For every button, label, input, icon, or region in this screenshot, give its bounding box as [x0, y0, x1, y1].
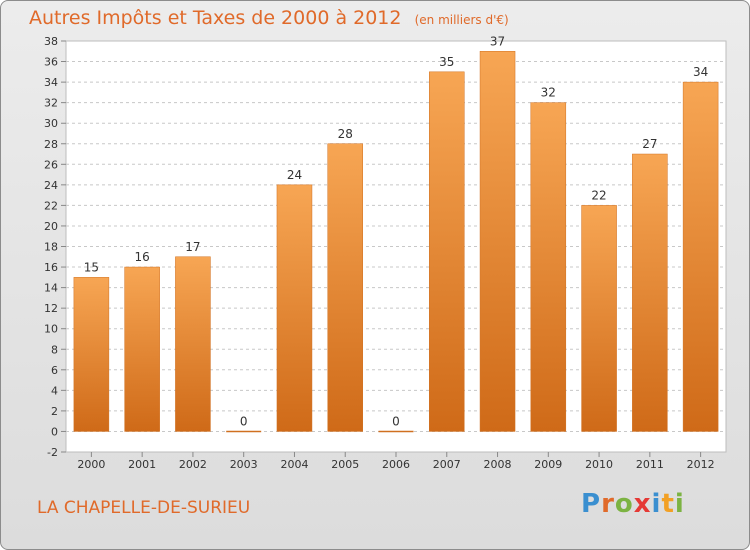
data-label: 35	[439, 55, 454, 69]
bar	[175, 256, 211, 432]
x-tick-label: 2003	[230, 458, 258, 471]
y-tick-label: 30	[44, 117, 58, 130]
y-tick-label: 28	[44, 138, 58, 151]
bars: 15 16 17 0 24 28 0 35 37 32 22 27 34	[73, 34, 719, 433]
y-tick-label: 18	[44, 241, 58, 254]
y-tick-label: 34	[44, 76, 58, 89]
x-tick-label: 2004	[280, 458, 308, 471]
brand-letter: o	[614, 489, 634, 519]
brand-letter: t	[661, 489, 675, 519]
brand-letter: P	[581, 489, 602, 519]
bar	[327, 143, 363, 432]
brand-letter: i	[674, 489, 685, 519]
x-tick-label: 2011	[636, 458, 664, 471]
data-label: 34	[693, 65, 708, 79]
commune-name: LA CHAPELLE-DE-SURIEU	[37, 498, 251, 518]
y-tick-label: 10	[44, 323, 58, 336]
bar	[632, 153, 668, 432]
y-tick-label: 38	[44, 35, 58, 48]
y-tick-label: 36	[44, 56, 58, 69]
brand-logo: Proxiti	[581, 489, 685, 519]
y-tick-label: 12	[44, 302, 58, 315]
data-label: 17	[185, 240, 200, 254]
y-tick-label: 26	[44, 158, 58, 171]
data-label: 15	[84, 260, 99, 274]
data-label: 24	[287, 168, 302, 182]
bar	[276, 184, 313, 432]
y-tick-label: 20	[44, 220, 58, 233]
y-tick-label: 0	[51, 425, 58, 438]
y-tick-label: 4	[51, 384, 58, 397]
data-label: 16	[135, 250, 150, 264]
data-label: 0	[240, 414, 248, 428]
bar	[479, 51, 516, 432]
bar	[124, 266, 160, 432]
x-tick-label: 2000	[77, 458, 105, 471]
data-label: 37	[490, 34, 505, 48]
bar	[682, 81, 719, 432]
x-tick-label: 2001	[128, 458, 156, 471]
data-label: 32	[541, 86, 556, 100]
x-tick-label: 2006	[382, 458, 410, 471]
chart-unit: (en milliers d'€)	[414, 13, 509, 27]
brand-letter: x	[633, 489, 652, 519]
y-tick-label: 22	[44, 199, 58, 212]
data-label: 22	[591, 188, 606, 202]
data-label: 28	[338, 127, 353, 141]
bar	[581, 205, 617, 432]
y-tick-label: 8	[51, 343, 58, 356]
x-tick-label: 2010	[585, 458, 613, 471]
chart-header: Autres Impôts et Taxes de 2000 à 2012 (e…	[29, 7, 509, 29]
y-tick-label: 24	[44, 179, 58, 192]
data-label: 27	[642, 137, 657, 151]
y-tick-label: 2	[51, 405, 58, 418]
y-tick-label: 6	[51, 364, 58, 377]
y-tick-label: 32	[44, 97, 58, 110]
bar	[73, 277, 110, 432]
data-label: 0	[392, 414, 400, 428]
bar	[530, 102, 567, 432]
x-axis: 2000 2001 2002 2003 2004 2005 2006 2007 2008 2009…	[77, 452, 715, 471]
chart-title: Autres Impôts et Taxes de 2000 à 2012	[29, 7, 402, 29]
x-tick-label: 2002	[179, 458, 207, 471]
y-tick-label: 16	[44, 261, 58, 274]
brand-letter: i	[651, 489, 662, 519]
bar	[429, 71, 465, 432]
x-tick-label: 2008	[484, 458, 512, 471]
x-tick-label: 2007	[433, 458, 461, 471]
x-tick-label: 2005	[331, 458, 359, 471]
x-tick-label: 2009	[534, 458, 562, 471]
brand-letter: r	[601, 489, 615, 519]
y-tick-label: 14	[44, 282, 58, 295]
y-tick-label: -2	[47, 446, 58, 459]
x-tick-label: 2012	[687, 458, 715, 471]
